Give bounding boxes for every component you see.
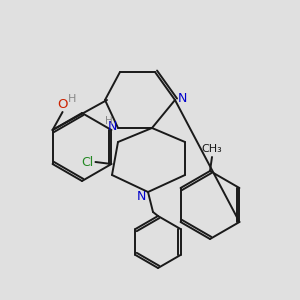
Text: N: N [136, 190, 146, 203]
Text: O: O [57, 98, 68, 111]
Text: N: N [108, 121, 117, 134]
Text: Cl: Cl [81, 155, 93, 169]
Text: CH₃: CH₃ [202, 144, 222, 154]
Text: H: H [68, 94, 77, 104]
Text: H: H [105, 116, 113, 126]
Text: N: N [178, 92, 188, 106]
